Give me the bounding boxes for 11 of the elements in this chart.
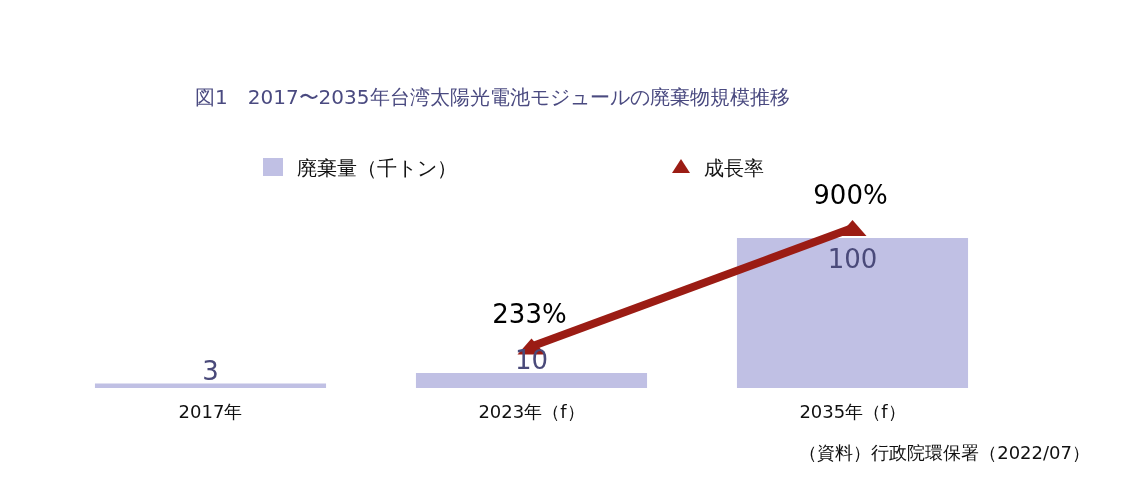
data-label: 233% <box>492 298 567 329</box>
data-label: 100 <box>827 244 878 274</box>
x-tick-label: 2017年 <box>178 401 243 422</box>
title: 図1 2017〜2035年台湾太陽光電池モジュールの廃棄物規模推移 <box>195 85 790 109</box>
x-tick-label: 2035年（f） <box>799 401 906 422</box>
text: （資料）行政院環保署（2022/07） <box>799 442 1090 463</box>
legend-label: 廃棄量（千トン） <box>297 156 457 180</box>
legend-label: 成長率 <box>704 156 764 180</box>
data-label: 900% <box>813 180 888 210</box>
data-label: 3 <box>202 355 219 386</box>
x-tick-label: 2023年（f） <box>478 401 585 422</box>
